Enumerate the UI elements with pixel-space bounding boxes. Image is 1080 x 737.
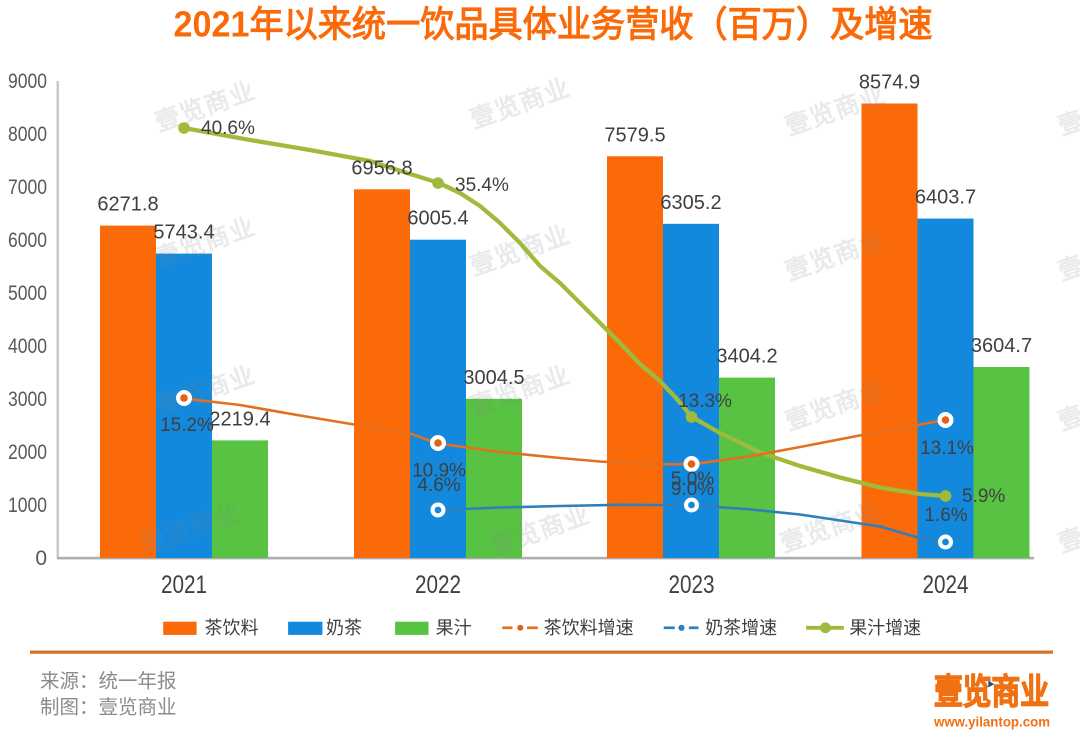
svg-text:6271.8: 6271.8: [97, 194, 158, 216]
svg-text:2022: 2022: [415, 571, 461, 599]
svg-text:8000: 8000: [8, 123, 47, 146]
svg-text:6403.7: 6403.7: [915, 187, 976, 209]
svg-text:5000: 5000: [8, 282, 47, 305]
svg-text:4.6%: 4.6%: [417, 475, 460, 496]
svg-text:7000: 7000: [8, 176, 47, 199]
svg-text:壹览商业: 壹览商业: [1054, 225, 1080, 286]
svg-text:9.0%: 9.0%: [671, 479, 714, 500]
svg-text:6956.8: 6956.8: [351, 157, 412, 179]
svg-text:3604.7: 3604.7: [971, 335, 1032, 357]
svg-text:2023: 2023: [669, 571, 715, 599]
svg-text:壹览商业: 壹览商业: [466, 220, 574, 281]
svg-text:www.yilantop.com: www.yilantop.com: [933, 715, 1050, 730]
svg-text:13.1%: 13.1%: [920, 438, 974, 459]
svg-text:15.2%: 15.2%: [160, 415, 214, 436]
svg-text:0: 0: [35, 547, 47, 570]
svg-text:1.6%: 1.6%: [924, 505, 967, 526]
svg-text:1000: 1000: [8, 494, 47, 517]
svg-text:茶饮料: 茶饮料: [205, 618, 259, 638]
svg-text:3000: 3000: [8, 388, 47, 411]
svg-text:5.0%: 5.0%: [671, 469, 714, 490]
svg-text:6005.4: 6005.4: [407, 208, 468, 230]
svg-text:4000: 4000: [8, 335, 47, 358]
svg-text:35.4%: 35.4%: [455, 175, 509, 196]
svg-text:奶茶增速: 奶茶增速: [705, 618, 777, 638]
svg-text:40.6%: 40.6%: [201, 118, 255, 139]
svg-text:5.9%: 5.9%: [962, 486, 1005, 507]
svg-text:壹览商业: 壹览商业: [1054, 497, 1080, 558]
svg-text:壹览商业: 壹览商业: [1054, 80, 1080, 141]
svg-text:6305.2: 6305.2: [660, 192, 721, 214]
svg-text:5743.4: 5743.4: [153, 222, 214, 244]
svg-text:2000: 2000: [8, 441, 47, 464]
svg-text:来源：统一年报: 来源：统一年报: [40, 671, 177, 693]
svg-text:13.3%: 13.3%: [678, 391, 732, 412]
svg-text:2219.4: 2219.4: [209, 408, 270, 430]
svg-text:制图：壹览商业: 制图：壹览商业: [40, 697, 177, 719]
svg-text:6000: 6000: [8, 229, 47, 252]
svg-text:茶饮料增速: 茶饮料增速: [544, 618, 634, 638]
svg-text:壹览商业: 壹览商业: [934, 673, 1049, 712]
svg-text:3404.2: 3404.2: [716, 346, 777, 368]
svg-text:壹览商业: 壹览商业: [466, 73, 574, 134]
svg-text:3004.5: 3004.5: [463, 367, 524, 389]
svg-text:2021年以来统一饮品具体业务营收（百万）及增速: 2021年以来统一饮品具体业务营收（百万）及增速: [174, 4, 933, 45]
svg-text:10.9%: 10.9%: [412, 461, 466, 482]
svg-text:7579.5: 7579.5: [604, 124, 665, 146]
svg-text:奶茶: 奶茶: [326, 618, 362, 638]
svg-text:果汁: 果汁: [436, 618, 472, 638]
svg-text:2024: 2024: [923, 571, 969, 599]
svg-text:2021: 2021: [161, 571, 207, 599]
svg-text:8574.9: 8574.9: [859, 72, 920, 94]
svg-text:壹览商业: 壹览商业: [1054, 375, 1080, 436]
svg-text:9000: 9000: [8, 70, 47, 93]
svg-text:果汁增速: 果汁增速: [849, 618, 921, 638]
